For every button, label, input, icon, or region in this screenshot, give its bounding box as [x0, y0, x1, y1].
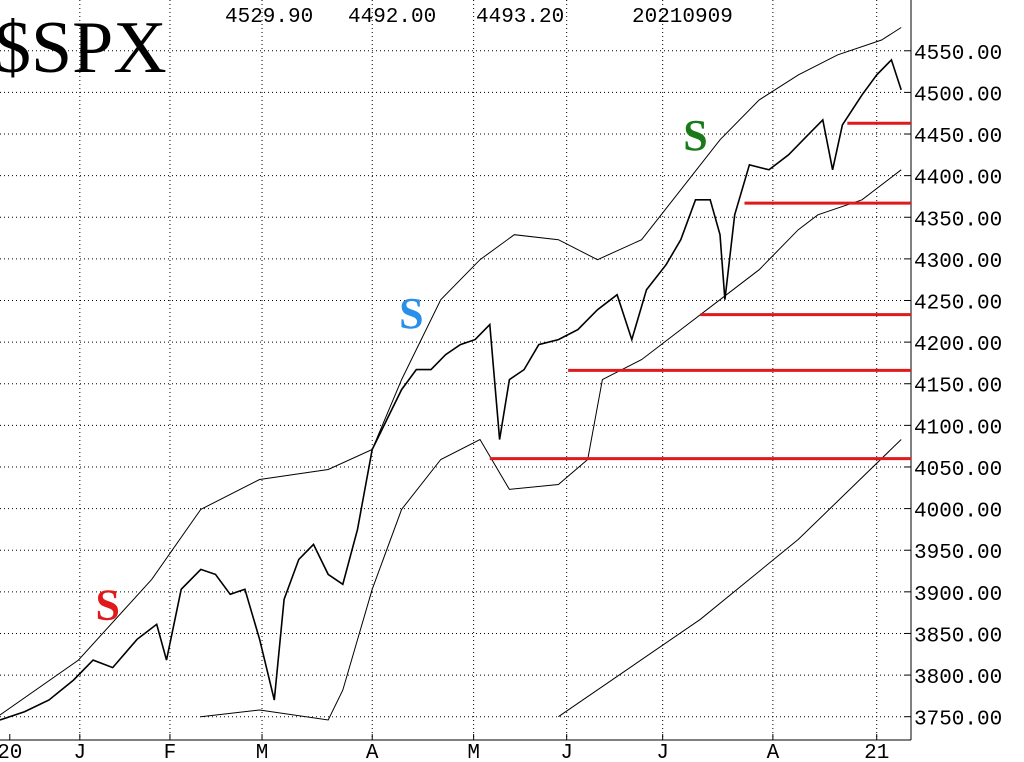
header-value: 20210909 — [632, 6, 733, 29]
x-tick-label: 21 — [864, 742, 889, 762]
x-tick-label: A — [767, 742, 780, 762]
y-tick-label: 4250.00 — [914, 292, 1002, 315]
chart-title: $SPX — [0, 7, 167, 89]
y-tick-label: 4450.00 — [914, 126, 1002, 149]
y-tick-label: 4350.00 — [914, 209, 1002, 232]
y-tick-label: 4200.00 — [914, 334, 1002, 357]
y-tick-label: 4500.00 — [914, 84, 1002, 107]
y-tick-label: 3800.00 — [914, 667, 1002, 690]
header-value: 4493.20 — [476, 6, 564, 29]
annotation: S — [96, 580, 120, 629]
x-tick-label: J — [74, 742, 87, 762]
y-tick-label: 3950.00 — [914, 542, 1002, 565]
x-tick-label: J — [560, 742, 573, 762]
price-line — [0, 58, 902, 721]
price-line — [0, 27, 902, 716]
y-tick-label: 4300.00 — [914, 251, 1002, 274]
y-tick-label: 3900.00 — [914, 584, 1002, 607]
x-tick-label: M — [256, 742, 269, 762]
x-tick-label: F — [164, 742, 177, 762]
y-tick-label: 4550.00 — [914, 43, 1002, 66]
y-tick-label: 4050.00 — [914, 459, 1002, 482]
header-value: 4529.90 — [225, 6, 313, 29]
y-tick-label: 4100.00 — [914, 417, 1002, 440]
annotation: S — [399, 289, 423, 338]
price-line — [558, 439, 902, 718]
y-tick-label: 4150.00 — [914, 376, 1002, 399]
y-tick-label: 4000.00 — [914, 501, 1002, 524]
y-tick-label: 3850.00 — [914, 625, 1002, 648]
annotation: S — [683, 111, 707, 160]
x-tick-label: M — [467, 742, 480, 762]
y-tick-label: 4400.00 — [914, 168, 1002, 191]
x-tick-label: 20 — [0, 742, 22, 762]
x-tick-label: A — [366, 742, 379, 762]
price-line — [200, 169, 902, 721]
header-value: 4492.00 — [348, 6, 436, 29]
x-tick-label: J — [656, 742, 669, 762]
y-tick-label: 3750.00 — [914, 709, 1002, 732]
